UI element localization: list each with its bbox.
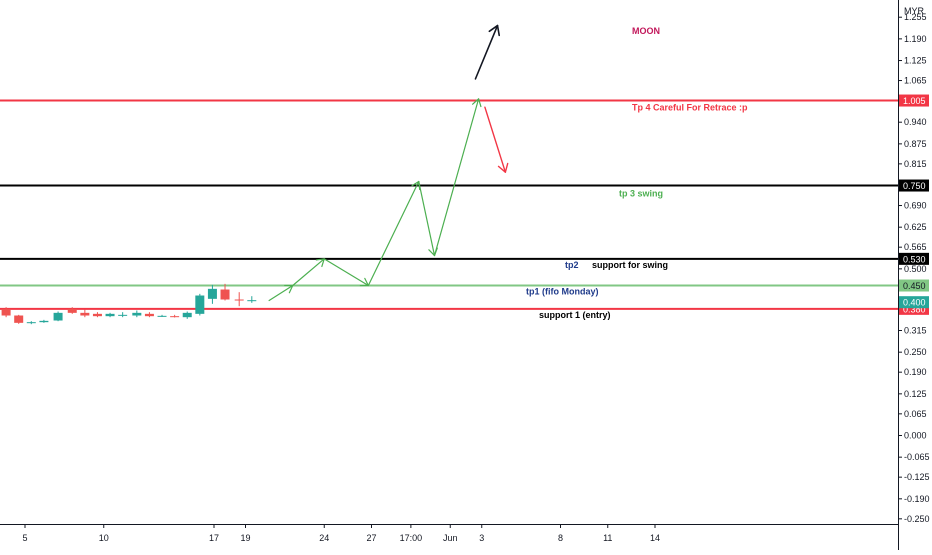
time-tick-label: 24	[319, 533, 329, 543]
price-tick-label: 0.190	[904, 367, 927, 377]
level-price-box-label: 0.530	[903, 254, 926, 264]
level-price-box	[899, 179, 929, 192]
candle-body	[105, 313, 115, 317]
candle-body	[144, 313, 154, 317]
price-tick-label: -0.190	[904, 494, 930, 504]
price-tick-label: 0.815	[904, 159, 927, 169]
level-annotations: Tp 4 Careful For Retrace :p tp 3 swing sup…	[526, 26, 748, 320]
price-tick-label: 0.125	[904, 389, 927, 399]
candle-body	[132, 312, 142, 316]
time-tick-label: 5	[22, 533, 27, 543]
time-tick-label: 17:00	[400, 533, 423, 543]
price-tick-label: 0.940	[904, 117, 927, 127]
level-note: support for swing	[592, 260, 668, 270]
last-price-box	[899, 296, 929, 309]
candle-body	[207, 288, 217, 299]
price-tick-label: -0.065	[904, 452, 930, 462]
projection-arrow	[418, 180, 436, 257]
price-tick-label: 0.065	[904, 409, 927, 419]
price-tick-label: 0.315	[904, 326, 927, 336]
candle-body	[182, 312, 192, 318]
price-tick-label: -0.125	[904, 472, 930, 482]
level-price-box-label: 0.750	[903, 181, 926, 191]
level-note: support 1 (entry)	[539, 310, 611, 320]
level-price-box	[899, 94, 929, 107]
price-tick-label: 0.500	[904, 264, 927, 274]
candle-body	[220, 289, 230, 300]
level-price-box	[899, 279, 929, 292]
projection-arrow	[433, 98, 480, 257]
time-tick-label: 19	[240, 533, 250, 543]
projection-arrow	[268, 284, 294, 302]
retrace-arrow-head	[497, 162, 509, 173]
projection-arrow-head	[472, 98, 482, 108]
price-tick-label: 0.250	[904, 347, 927, 357]
time-tick-label: 17	[209, 533, 219, 543]
price-tick-label: 1.255	[904, 12, 927, 22]
currency-label: MYR	[904, 6, 925, 16]
candle-body	[39, 320, 49, 323]
price-tick-label: -0.250	[904, 514, 930, 524]
projection-arrow	[323, 258, 369, 287]
price-tick-label: 0.625	[904, 222, 927, 232]
candle-body	[195, 295, 205, 314]
candle-body	[118, 314, 128, 316]
time-tick-label: 14	[650, 533, 660, 543]
candlesticks	[1, 283, 257, 325]
moon-arrow-head	[488, 24, 501, 37]
moon-label: MOON	[632, 26, 660, 36]
level-price-box-label: 1.005	[903, 96, 926, 106]
time-tick-label: 8	[558, 533, 563, 543]
moon-arrow	[474, 24, 499, 80]
candle-body	[247, 300, 257, 302]
price-tick-label: 0.875	[904, 139, 927, 149]
candle-body	[14, 315, 24, 323]
candle-body	[92, 313, 102, 317]
level-note: Tp 4 Careful For Retrace :p	[632, 103, 748, 113]
projection-path	[268, 24, 509, 302]
candle-body	[170, 316, 180, 318]
time-tick-label: 27	[366, 533, 376, 543]
price-tick-label: 0.000	[904, 431, 927, 441]
level-note: tp1 (fifo Monday)	[526, 287, 599, 297]
horizontal-levels	[0, 99, 898, 310]
time-tick-label: Jun	[443, 533, 458, 543]
level-price-box	[899, 252, 929, 265]
plot-area	[0, 0, 898, 524]
level-price-box-label: 0.450	[903, 281, 926, 291]
price-axis[interactable]: 1.255 1.190 1.125 1.065 0.940 0.875 0.815 0.690…	[898, 6, 930, 524]
plot-background	[0, 0, 899, 550]
retrace-arrow	[484, 106, 507, 173]
price-tick-label: 1.125	[904, 56, 927, 66]
projection-arrow	[292, 258, 325, 287]
price-tick-label: 1.190	[904, 34, 927, 44]
price-tick-label: 0.690	[904, 201, 927, 211]
candle-body	[67, 308, 77, 313]
price-tick-label: 0.565	[904, 242, 927, 252]
level-note: tp 3 swing	[619, 189, 663, 199]
candle-body	[80, 312, 90, 316]
projection-arrow	[367, 180, 420, 287]
candle-body	[53, 312, 63, 321]
candle-body	[26, 322, 36, 324]
time-tick-label: 10	[99, 533, 109, 543]
level-price-box-label: 0.380	[903, 304, 926, 314]
candle-body	[234, 299, 244, 301]
price-tick-label: 1.065	[904, 76, 927, 86]
candle-body	[157, 315, 167, 317]
time-tick-label: 11	[603, 533, 612, 543]
candle-body	[1, 308, 11, 316]
time-axis[interactable]: 5 10 17 19 24 27 17:00 Jun 3 8 11 14	[22, 524, 660, 543]
time-tick-label: 3	[479, 533, 484, 543]
tp2-label: tp2	[565, 260, 579, 270]
last-price-box-label: 0.400	[903, 298, 926, 308]
